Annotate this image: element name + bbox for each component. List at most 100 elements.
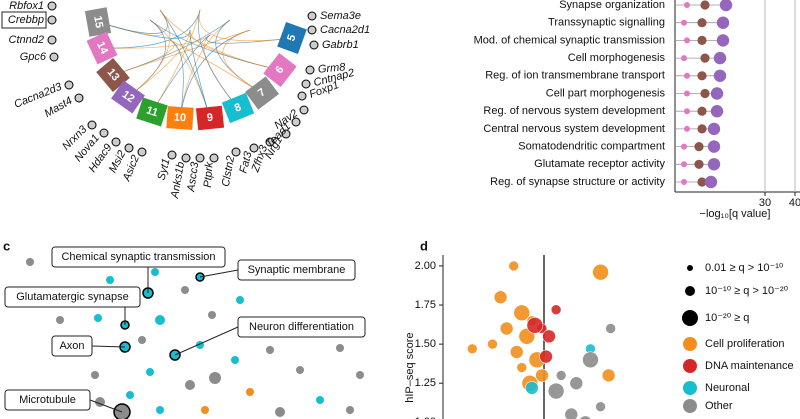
- gene-dot: [281, 129, 291, 139]
- segment-box: [244, 76, 280, 110]
- chord: [101, 9, 201, 49]
- segment: 8: [221, 92, 255, 124]
- gene-dot: [231, 147, 241, 157]
- point: [26, 258, 34, 266]
- panel-letter: d: [420, 238, 428, 253]
- point: [466, 343, 478, 355]
- dot: [710, 105, 724, 118]
- gene-label: Grm8: [317, 61, 346, 75]
- gene-label: Ascc3: [185, 160, 201, 193]
- label-box: [51, 246, 226, 268]
- gene-label: Ctnnd2: [9, 34, 44, 46]
- label-box: [51, 335, 93, 357]
- point: [564, 407, 579, 419]
- gene-dot: [209, 153, 219, 163]
- point: [185, 380, 195, 390]
- segment-box: [263, 52, 297, 88]
- point: [209, 372, 221, 384]
- gene-label: Clstn2: [220, 155, 237, 188]
- segment: 13: [96, 57, 130, 93]
- gene: Ascc3: [185, 160, 201, 193]
- gene-dot: [291, 117, 301, 127]
- term-label: Synaptic membrane: [248, 264, 346, 276]
- segment: 10: [166, 106, 194, 130]
- segment-label: 9: [206, 112, 213, 125]
- point: [539, 349, 553, 364]
- gene-dot: [265, 137, 275, 147]
- point: [346, 406, 354, 414]
- gene-dot: [297, 91, 307, 101]
- legend-dot: [683, 381, 697, 395]
- term-label: Axon: [59, 340, 84, 352]
- segment: 5: [277, 22, 307, 54]
- chord: [149, 19, 281, 71]
- point: [509, 345, 524, 359]
- category-label: Reg. of ion transmembrane transport: [485, 70, 665, 82]
- point: [499, 321, 514, 336]
- gene-dot: [47, 35, 57, 45]
- chord: [151, 9, 201, 113]
- gene-label: Anks1b: [169, 161, 187, 200]
- segment-label: 5: [285, 33, 298, 43]
- point: [201, 406, 209, 414]
- segment-label: 8: [233, 101, 243, 114]
- segment-box: [166, 106, 194, 130]
- gene: Grm8: [317, 61, 346, 75]
- gene: Sema3e: [320, 10, 361, 22]
- segment-box: [221, 92, 255, 124]
- category-label: Reg. of synapse structure or activity: [490, 176, 665, 188]
- chord: [198, 9, 293, 42]
- gene: Ptprk: [202, 161, 216, 188]
- dot: [719, 0, 733, 12]
- chord: [222, 29, 263, 94]
- gene-dot: [249, 143, 259, 153]
- point: [156, 406, 164, 414]
- chord: [169, 39, 184, 119]
- chord: [112, 29, 251, 76]
- gene-dot: [307, 25, 317, 35]
- size-legend-label: 10⁻¹⁰ ≥ q > 10⁻²⁰: [705, 285, 789, 297]
- chord: [127, 9, 171, 98]
- dot: [681, 143, 687, 150]
- gene: Fat3: [237, 149, 255, 174]
- gene-dot: [307, 11, 317, 21]
- segment-label: 12: [120, 88, 137, 105]
- point: [493, 290, 508, 305]
- gene: Crebbp: [1, 11, 47, 29]
- dot: [681, 179, 687, 185]
- segment-label: 15: [91, 15, 105, 29]
- point: [231, 356, 239, 364]
- point: [542, 329, 556, 344]
- dot: [700, 88, 710, 99]
- point: [138, 336, 146, 344]
- segment: 14: [86, 31, 118, 65]
- gene: Rbfox1: [9, 0, 44, 12]
- dot: [710, 87, 724, 100]
- gene-dot: [87, 120, 97, 130]
- category-label: Glutamate receptor activity: [534, 158, 665, 170]
- point: [151, 268, 159, 276]
- point: [569, 376, 584, 391]
- segment-label: 14: [94, 40, 110, 57]
- point: [266, 346, 274, 354]
- dot: [700, 53, 710, 63]
- dot: [716, 16, 730, 29]
- legend-label: DNA maintenance: [705, 360, 794, 372]
- gene-label: Mast4: [43, 95, 75, 120]
- gene-dot: [301, 79, 311, 89]
- dot: [716, 34, 730, 47]
- gene: Gabrb1: [322, 39, 359, 51]
- dot: [697, 177, 707, 187]
- legend-dot: [683, 337, 697, 351]
- dot: [697, 106, 707, 116]
- category-label: Reg. of nervous system development: [483, 105, 665, 117]
- gene: Clstn2: [220, 155, 237, 188]
- gene-label: Cacna2d1: [320, 24, 370, 36]
- point: [126, 391, 134, 399]
- point: [508, 260, 520, 272]
- category-label: Cell part morphogenesis: [546, 87, 666, 99]
- point: [146, 368, 154, 376]
- chord: [197, 9, 239, 109]
- gene-dot: [64, 80, 74, 90]
- dot: [681, 19, 687, 26]
